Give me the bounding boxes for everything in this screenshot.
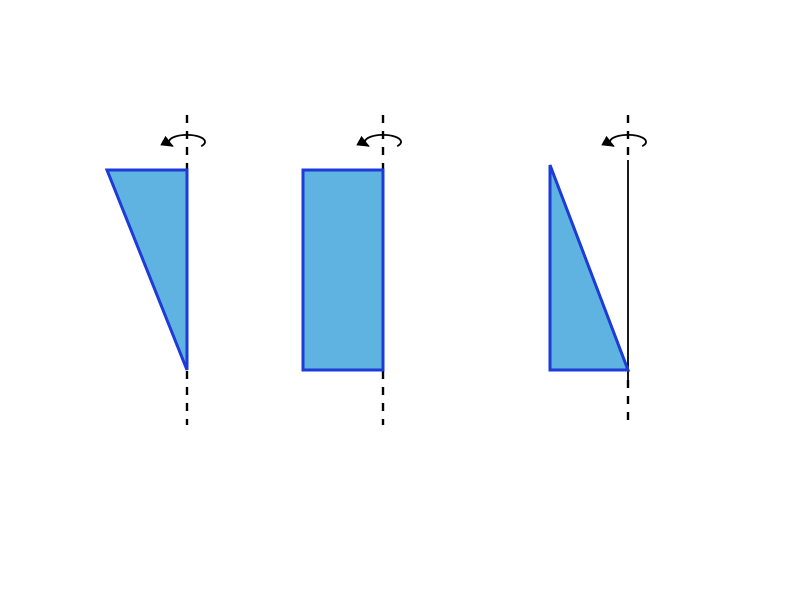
diagram-canvas [0, 0, 794, 596]
background [0, 0, 794, 596]
shape-rectangle [303, 170, 383, 370]
